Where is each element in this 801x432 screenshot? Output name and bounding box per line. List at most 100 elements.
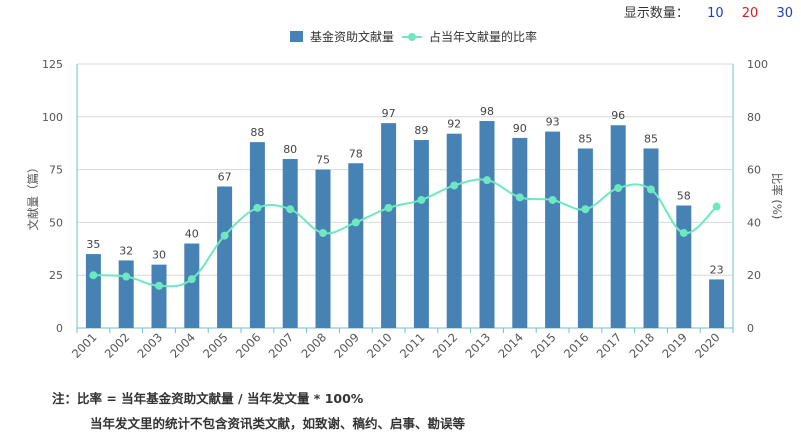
bar-value-label: 32: [119, 244, 133, 257]
y-tick-label: 100: [42, 111, 63, 124]
bar-value-label: 88: [250, 126, 264, 139]
x-tick-label: 2011: [397, 330, 428, 361]
ratio-point: [253, 203, 262, 212]
ratio-point: [286, 205, 295, 214]
legend-bar-label: 基金资助文献量: [310, 29, 394, 44]
display-count-selector: 显示数量： 10 20 30: [624, 2, 793, 21]
display-count-option-30[interactable]: 30: [776, 6, 793, 21]
bar-value-label: 40: [185, 228, 199, 241]
ratio-point: [319, 228, 327, 237]
ratio-point: [351, 218, 360, 227]
bar-value-label: 67: [218, 170, 232, 183]
legend: 基金资助文献量 占当年文献量的比率: [290, 29, 537, 44]
x-tick-label: 2014: [495, 330, 526, 361]
bar: [413, 140, 429, 328]
bar: [85, 254, 101, 328]
bar: [381, 123, 397, 328]
bar-value-label: 30: [152, 249, 166, 262]
x-tick-label: 2003: [135, 330, 166, 361]
bar-value-label: 75: [316, 154, 330, 167]
bar: [315, 169, 331, 328]
ratio-point: [187, 275, 196, 284]
bar-value-label: 23: [710, 263, 724, 276]
y-tick-label: 125: [42, 58, 63, 71]
bar: [610, 125, 626, 328]
bar-value-label: 35: [86, 238, 100, 251]
ratio-point: [417, 195, 426, 204]
y-tick-label: 0: [56, 322, 63, 335]
y2-tick-label: 60: [747, 164, 761, 177]
x-tick-label: 2005: [200, 330, 231, 361]
x-tick-label: 2019: [659, 330, 690, 361]
bar-value-label: 96: [611, 109, 625, 122]
ratio-point: [647, 185, 655, 194]
ratio-point: [450, 181, 459, 190]
bar: [184, 243, 200, 328]
bar: [709, 279, 725, 328]
bar-value-label: 89: [414, 124, 428, 137]
x-tick-label: 2009: [331, 330, 362, 361]
statistics-scope-note: 当年发文里的统计不包含资讯类文献，如致谢、稿约、启事、勘误等: [90, 416, 466, 431]
bar: [348, 163, 364, 328]
bar-value-label: 98: [480, 105, 494, 118]
bar: [577, 148, 593, 328]
ratio-formula-note: 注：比率 = 当年基金资助文献量 / 当年发文量 * 100%: [52, 391, 364, 406]
bar-value-label: 80: [283, 143, 297, 156]
bar-value-label: 93: [546, 116, 560, 129]
bar: [676, 205, 692, 328]
y-tick-label: 75: [49, 164, 63, 177]
bar-value-label: 97: [382, 107, 396, 120]
x-tick-label: 2017: [594, 330, 625, 361]
display-count-option-20[interactable]: 20: [741, 6, 759, 21]
bar: [479, 121, 495, 328]
x-tick-label: 2012: [430, 330, 461, 361]
bar: [643, 148, 659, 328]
x-tick-label: 2001: [69, 330, 100, 361]
display-count-label: 显示数量：: [623, 6, 689, 21]
ratio-point: [483, 176, 491, 185]
ratio-point: [712, 202, 721, 211]
ratio-point: [122, 272, 131, 281]
y-axis-title: 文献量（篇）: [26, 162, 40, 231]
x-tick-label: 2015: [528, 330, 559, 361]
y2-tick-label: 40: [747, 216, 761, 229]
x-tick-label: 2008: [299, 330, 330, 361]
bar-value-label: 78: [349, 147, 363, 160]
y2-tick-label: 80: [747, 111, 761, 124]
bar: [249, 142, 265, 328]
x-tick-label: 2018: [627, 330, 658, 361]
ratio-point: [515, 193, 524, 202]
x-tick-label: 2016: [561, 330, 592, 361]
x-tick-label: 2004: [167, 330, 198, 361]
x-tick-label: 2006: [233, 330, 264, 361]
x-tick-label: 2013: [463, 330, 494, 361]
ratio-point: [220, 231, 229, 240]
bar: [151, 264, 167, 328]
bar: [512, 137, 528, 328]
bar: [545, 131, 561, 328]
y2-tick-label: 0: [747, 322, 754, 335]
x-tick-label: 2010: [364, 330, 395, 361]
x-tick-label: 2002: [102, 330, 133, 361]
ratio-point: [155, 281, 163, 290]
y2-tick-label: 100: [747, 58, 768, 71]
x-tick-label: 2020: [692, 330, 723, 361]
bar-value-label: 92: [447, 118, 461, 131]
funding-chart: 0 25 50 75 100 125 0 20 40 60 80 100 文献量（篇） 比率 (%) 35 3…: [26, 29, 784, 361]
y-tick-label: 25: [49, 269, 63, 282]
bar: [118, 260, 134, 328]
ratio-point: [548, 195, 557, 204]
bar: [446, 133, 462, 328]
y2-tick-label: 20: [747, 269, 761, 282]
bar-value-label: 85: [644, 132, 658, 145]
ratio-point: [384, 203, 393, 212]
y2-axis-title: 比率 (%): [770, 173, 784, 220]
ratio-point: [581, 205, 590, 214]
x-tick-label: 2007: [266, 330, 297, 361]
bar: [217, 186, 233, 328]
legend-line-label: 占当年文献量的比率: [429, 29, 537, 44]
legend-bar-swatch: [290, 31, 303, 42]
display-count-option-10[interactable]: 10: [707, 6, 724, 21]
bar-value-label: 85: [578, 132, 592, 145]
ratio-point: [614, 184, 623, 193]
